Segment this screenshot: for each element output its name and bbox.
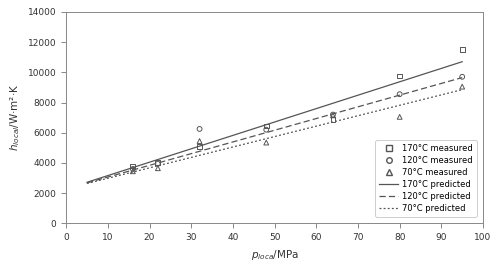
Point [196,139,203,143]
Point [458,85,466,89]
Point [154,161,162,166]
Legend: 170°C measured, 120°C measured, 70°C measured, 170°C predicted, 120°C predicted,: 170°C measured, 120°C measured, 70°C mea… [375,140,477,217]
Point [154,166,162,170]
Point [396,115,404,119]
Point [196,144,203,148]
Point [396,92,404,96]
Point [262,140,270,145]
Point [196,127,203,131]
Point [458,48,466,52]
Point [129,169,137,173]
Point [262,124,270,128]
Point [329,112,337,117]
Point [129,167,137,171]
Point [458,75,466,79]
Point [262,127,270,132]
Y-axis label: $h_{local}$/W·m²·K: $h_{local}$/W·m²·K [8,84,22,151]
X-axis label: $p_{loca}$/MPa: $p_{loca}$/MPa [250,248,298,262]
Point [329,117,337,121]
Point [129,164,137,168]
Point [329,113,337,117]
Point [154,160,162,164]
Point [396,74,404,78]
